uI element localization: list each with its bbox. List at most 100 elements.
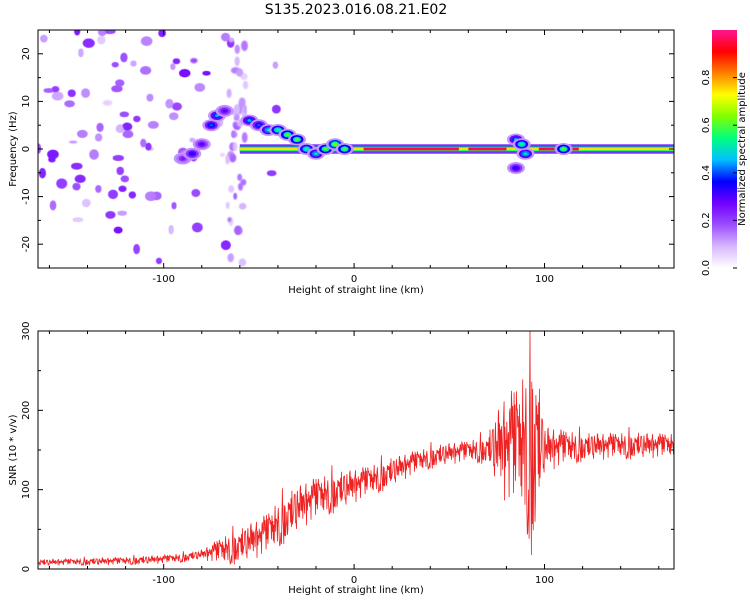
spectrogram-noise-blob [239,203,247,210]
snr-y-tick-label: 100 [21,480,32,499]
spectrogram-noise-blob [166,100,173,108]
spectrogram-noise-blob [237,173,242,181]
doppler-feature-blob [180,157,185,160]
spectrogram-noise-blob [140,67,151,74]
spectrogram-noise-blob [273,62,278,68]
spectrogram-noise-blob [82,199,90,207]
colorbar-tick-label: 0.2 [701,212,712,228]
spectrogram-noise-blob [134,116,140,122]
spectrogram-noise-blob [234,113,240,120]
spectrogram-noise-blob [119,186,126,191]
snr-series-line [38,331,674,567]
spectrogram-noise-blob [272,105,280,113]
spectrogram-y-tick-label: -20 [21,236,32,252]
spectrogram-noise-blob [52,87,59,92]
carrier-strong-segment [363,147,459,151]
spectrogram-noise-blob [234,104,241,115]
spectrogram-noise-blob [44,89,54,92]
snr-y-axis-label: SNR (10 * v/v) [8,414,19,485]
spectrogram-x-tick-label: -100 [152,274,175,285]
spectrogram-noise-blob [267,171,276,176]
doppler-feature-blob [523,152,528,156]
spectrogram-noise-blob [234,56,240,66]
spectrogram-noise-blob [116,80,124,86]
doppler-feature-blob [215,114,219,117]
spectrogram-y-tick-label: 0 [21,146,32,152]
colorbar-tick-label: 0.4 [701,165,712,181]
spectrogram-noise-blob [226,201,230,209]
spectrogram-noise-blob [236,121,243,127]
colorbar-ticks: 0.0 0.2 0.4 0.6 0.8 [701,70,737,276]
spectrogram-noise-blob [98,36,105,44]
spectrogram-noise-blob [190,57,198,64]
spectrogram-noise-blob [121,53,127,62]
doppler-feature-blob [256,123,261,127]
spectrogram-noise-blob [106,212,115,218]
spectrogram-noise-blob [231,130,235,138]
spectrogram-noise-blob [173,103,181,110]
spectrogram-noise-blob [96,186,101,192]
spectrogram-y-tick-label: 20 [21,47,32,60]
spectrogram-noise-blob [123,131,133,138]
spectrogram-noise-blob [227,217,232,222]
spectrogram-noise-blob [41,35,47,42]
spectrogram-noise-blob [83,39,94,47]
doppler-feature-blob [314,152,318,156]
spectrogram-noise-blob [48,150,58,158]
spectrogram-noise-blob [240,179,247,186]
snr-y-ticks: 0 100 200 300 [21,321,674,572]
spectrogram-noise-blob [238,183,243,191]
spectrogram-noise-blob [225,154,230,165]
spectrogram-x-tick-label: 0 [351,274,357,285]
doppler-feature-blob [275,128,280,132]
spectrogram-noise-blob [49,157,55,162]
spectrogram-x-tick-label: 100 [535,274,554,285]
colorbar-tick-label: 0.8 [701,70,712,86]
spectrogram-noise-blob [97,123,103,131]
spectrogram-noise-blob [52,92,63,100]
spectrogram-y-axis-label: Frequency (Hz) [8,111,19,187]
spectrogram-noise-blob [233,192,237,200]
spectrogram-noise-blob [234,44,240,54]
doppler-feature-blob [247,119,252,122]
colorbar-label: Normalized spectral amplitude [737,72,748,226]
spectrogram-noise-blob [57,179,67,188]
spectrogram-noise-blob [169,225,173,234]
spectrogram-noise-blob [40,169,45,178]
spectrogram-noise-blob [117,167,123,175]
spectrogram-noise-blob [134,245,139,254]
spectrogram-noise-blob [236,68,243,77]
spectrogram-noise-blob [112,62,118,67]
colorbar-tick-label: 0.6 [701,117,712,133]
doppler-feature-blob [342,147,347,151]
spectrogram-noise-blob [227,253,234,262]
spectrogram-noise-blob [243,104,247,114]
spectrogram-y-tick-label: 10 [21,95,32,108]
spectrogram-noise-blob [118,211,127,215]
spectrogram-noise-blob [71,163,82,169]
spectrogram-noise-blob [240,73,248,80]
spectrogram-noise-blob [203,71,210,75]
spectrogram-noise-blob [121,176,129,182]
spectrogram-noise-blob [95,134,102,141]
spectrogram-noise-blob [171,64,175,69]
spectrogram-noise-blob [109,190,117,199]
spectrogram-y-ticks: -20 -10 0 10 20 [21,29,674,269]
snr-y-tick-label: 0 [21,566,32,572]
spectrogram-noise-blob [147,94,153,101]
spectrogram-noise-blob [192,223,202,232]
snr-background [38,331,674,569]
spectrogram-noise-blob [232,142,238,151]
spectrogram-noise-blob [228,37,234,43]
spectrogram-noise-blob [234,226,242,235]
spectrogram-x-axis-label: Height of straight line (km) [288,285,424,296]
spectrogram-noise-blob [99,30,106,36]
spectrogram-noise-blob [229,153,237,163]
spectrogram-noise-blob [112,86,122,92]
spectrogram-noise-blob [73,218,83,222]
spectrogram-noise-blob [113,156,124,160]
spectrogram-noise-blob [173,59,180,64]
spectrogram-noise-blob [79,49,83,57]
